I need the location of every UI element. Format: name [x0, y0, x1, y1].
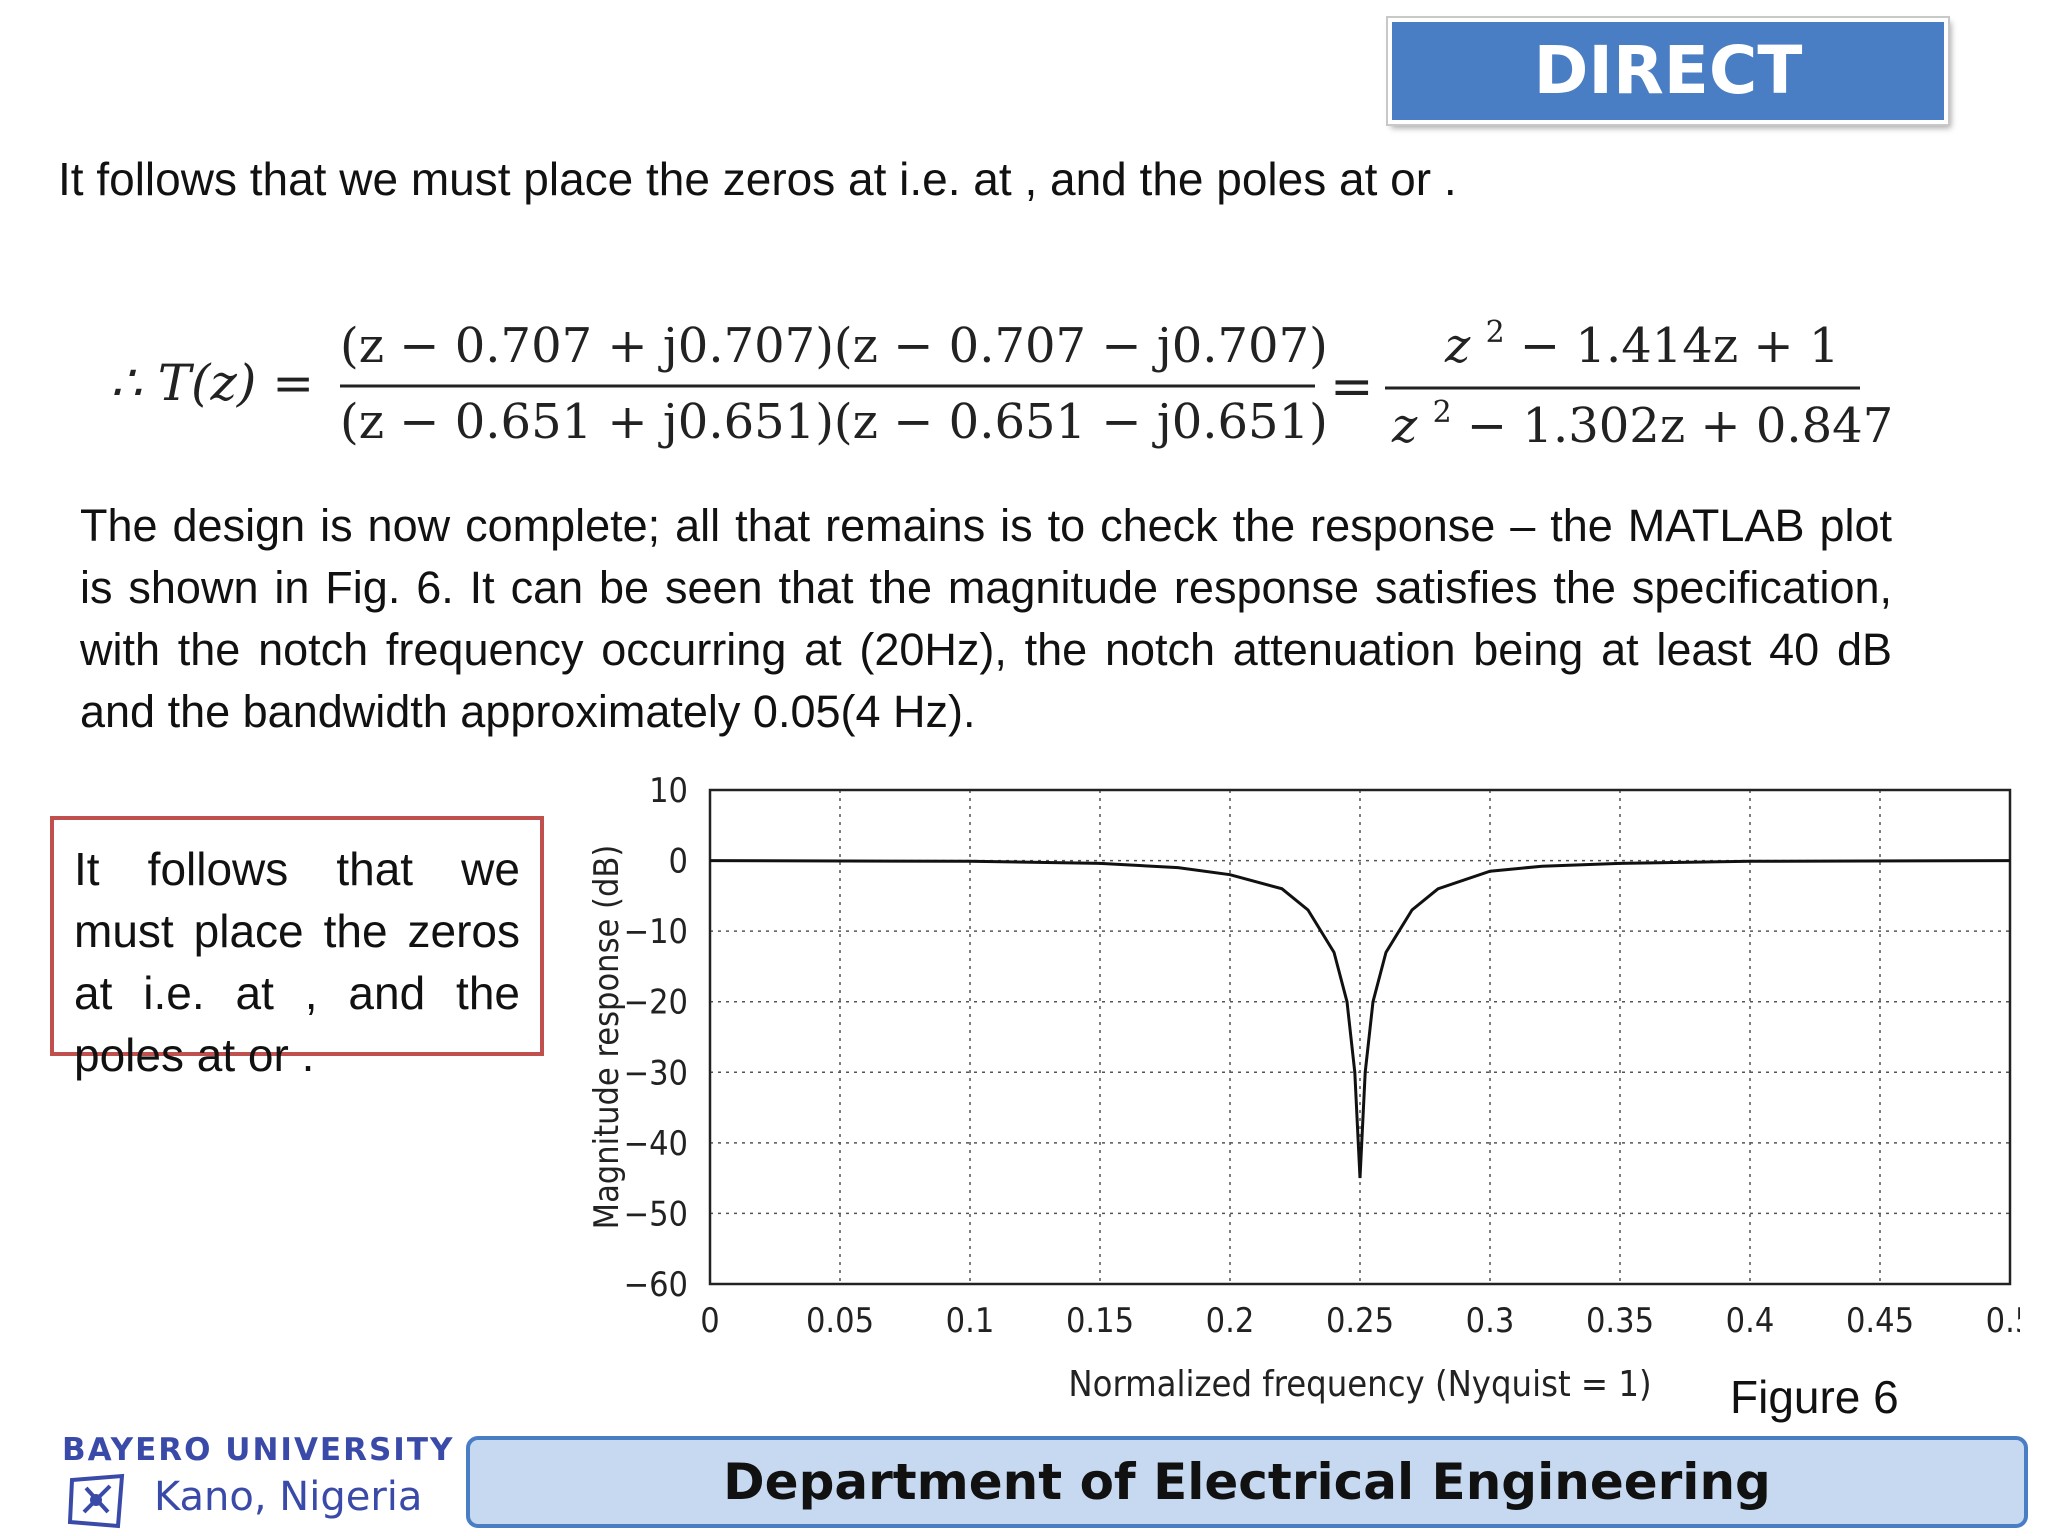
eq-den2-exp: 2 [1433, 395, 1452, 430]
x-tick-label: 0.35 [1586, 1301, 1654, 1341]
y-tick-label: −10 [623, 912, 688, 952]
x-tick-label: 0.1 [946, 1301, 995, 1341]
x-tick-label: 0.15 [1066, 1301, 1134, 1341]
body-paragraph: The design is now complete; all that rem… [80, 500, 1892, 737]
callout-box: It follows that we must place the zeros … [50, 816, 544, 1081]
x-tick-label: 0.05 [806, 1301, 874, 1341]
y-tick-label: −30 [623, 1053, 688, 1093]
eq-numerator-1: (z − 0.707 + j0.707)(z − 0.707 − j0.707) [340, 318, 1328, 374]
y-tick-label: −40 [623, 1124, 688, 1164]
x-tick-label: 0.25 [1326, 1301, 1394, 1341]
y-tick-label: −20 [623, 983, 688, 1023]
y-tick-label: −50 [623, 1194, 688, 1234]
y-tick-label: 0 [669, 842, 688, 882]
x-tick-label: 0.5 [1986, 1301, 2020, 1341]
transfer-function-equation: ∴ T(z) = (z − 0.707 + j0.707)(z − 0.707 … [110, 300, 1893, 454]
eq-num2-exp: 2 [1486, 315, 1505, 350]
eq-lhs: ∴ T(z) = [110, 354, 314, 412]
eq-numerator-2: z 2 − 1.414z + 1 [1444, 300, 1839, 374]
slide-title: DIRECT METHOD [1386, 16, 1950, 207]
magnitude-response-chart: 00.050.10.150.20.250.30.350.40.450.5100−… [587, 771, 2020, 1405]
x-axis-label: Normalized frequency (Nyquist = 1) [1068, 1364, 1651, 1405]
eq-denominator-2: z 2 − 1.302z + 0.847 [1391, 378, 1893, 454]
y-tick-label: 10 [649, 771, 688, 811]
department-footer: Department of Electrical Engineering [466, 1436, 2028, 1528]
eq-denominator-1: (z − 0.651 + j0.651)(z − 0.651 − j0.651) [340, 394, 1328, 450]
eq-equals: = [1330, 357, 1374, 417]
figure-caption: Figure 6 [1730, 1371, 1899, 1423]
plot-frame [708, 788, 2012, 1286]
y-tick-label: −60 [623, 1265, 688, 1305]
x-tick-label: 0.3 [1466, 1301, 1515, 1341]
university-seal-icon [67, 1473, 125, 1529]
logo-location: Kano, Nigeria [154, 1474, 423, 1520]
eq-den2-var: z [1391, 398, 1418, 454]
eq-num2-var: z [1444, 318, 1471, 374]
x-tick-label: 0 [700, 1301, 719, 1341]
y-axis-label: Magnitude response (dB) [587, 845, 627, 1230]
x-tick-label: 0.2 [1206, 1301, 1255, 1341]
eq-num2-rest: − 1.414z + 1 [1520, 318, 1839, 374]
logo-university-name: BAYERO UNIVERSITY [62, 1432, 455, 1468]
x-tick-label: 0.4 [1726, 1301, 1775, 1341]
x-tick-label: 0.45 [1846, 1301, 1914, 1341]
series-line [709, 859, 2011, 1179]
intro-line: It follows that we must place the zeros … [58, 153, 1457, 205]
eq-den2-rest: − 1.302z + 0.847 [1467, 398, 1893, 454]
university-logo: BAYERO UNIVERSITY Kano, Nigeria [62, 1432, 462, 1532]
